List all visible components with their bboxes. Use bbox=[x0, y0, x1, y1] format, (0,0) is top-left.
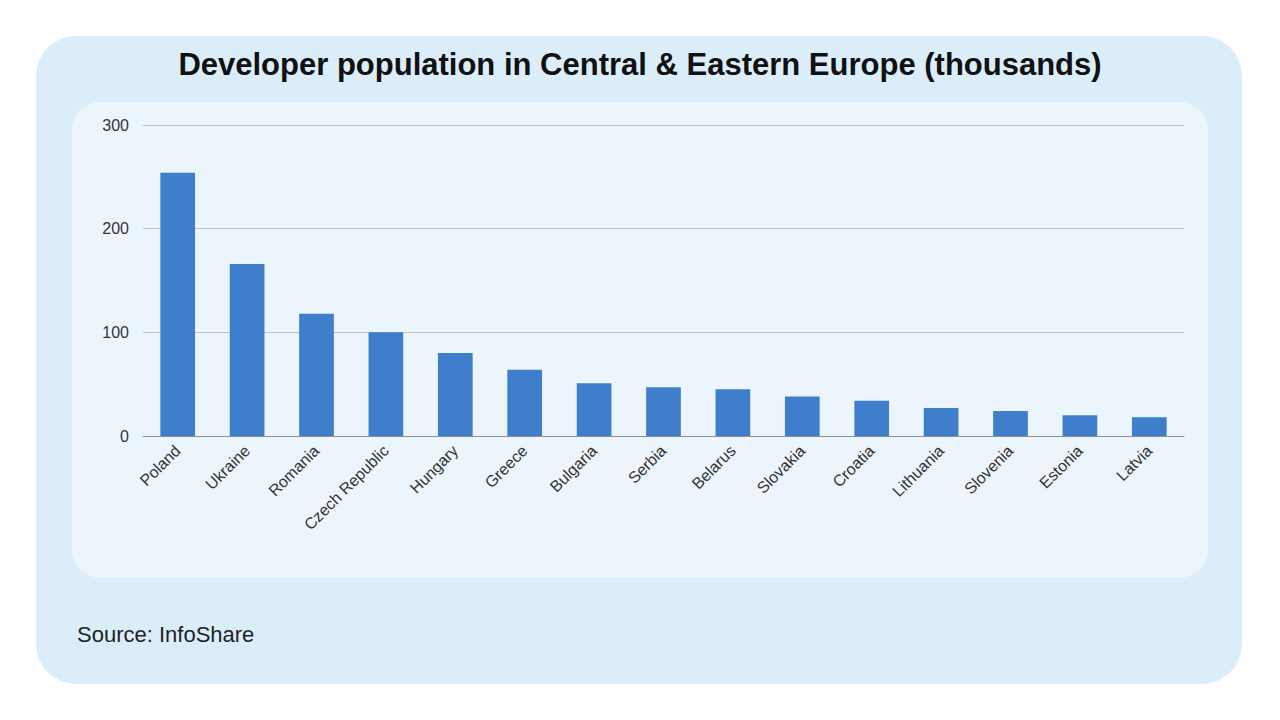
svg-text:Developer population in Centra: Developer population in Central & Easter… bbox=[178, 47, 1101, 82]
svg-text:Estonia: Estonia bbox=[1036, 442, 1086, 492]
svg-text:Croatia: Croatia bbox=[829, 442, 878, 491]
svg-text:Slovenia: Slovenia bbox=[961, 442, 1016, 497]
svg-text:Hungary: Hungary bbox=[407, 442, 462, 497]
svg-text:Czech Republic: Czech Republic bbox=[301, 442, 392, 533]
svg-text:0: 0 bbox=[120, 428, 129, 445]
svg-text:Belarus: Belarus bbox=[689, 442, 739, 492]
svg-text:200: 200 bbox=[102, 220, 129, 237]
svg-text:Slovakia: Slovakia bbox=[754, 442, 809, 497]
svg-text:100: 100 bbox=[102, 324, 129, 341]
svg-text:Romania: Romania bbox=[265, 442, 322, 499]
svg-text:300: 300 bbox=[102, 117, 129, 134]
svg-text:Poland: Poland bbox=[136, 442, 183, 489]
svg-text:Bulgaria: Bulgaria bbox=[547, 442, 601, 496]
svg-text:Source: InfoShare: Source: InfoShare bbox=[77, 622, 254, 647]
svg-text:Greece: Greece bbox=[482, 442, 531, 491]
svg-text:Lithuania: Lithuania bbox=[889, 442, 947, 500]
svg-text:Serbia: Serbia bbox=[625, 442, 670, 487]
svg-text:Ukraine: Ukraine bbox=[202, 442, 253, 493]
svg-text:Latvia: Latvia bbox=[1113, 442, 1155, 484]
